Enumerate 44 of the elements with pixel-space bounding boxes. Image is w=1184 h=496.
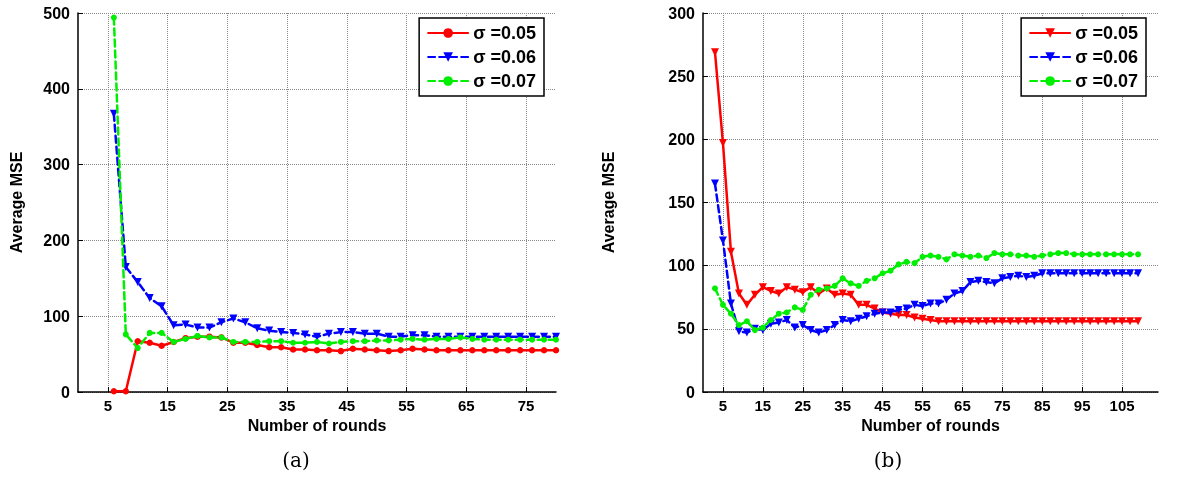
x-axis-title: Number of rounds xyxy=(861,417,1000,435)
x-tick-label: 105 xyxy=(1109,397,1135,414)
x-tick-label: 55 xyxy=(914,397,931,414)
legend-label: σ =0.07 xyxy=(1075,71,1138,91)
y-tick-label: 150 xyxy=(668,194,696,211)
x-tick-label: 65 xyxy=(954,397,971,414)
y-tick-label: 100 xyxy=(43,307,71,325)
y-tick-label: 400 xyxy=(43,80,71,98)
x-tick-label: 55 xyxy=(398,397,415,414)
legend-label: σ =0.05 xyxy=(473,23,536,43)
y-tick-label: 0 xyxy=(61,383,71,401)
x-tick-label: 5 xyxy=(103,397,113,414)
x-tick-label: 85 xyxy=(1033,397,1051,414)
x-tick-label: 35 xyxy=(834,397,852,414)
y-tick-label: 50 xyxy=(677,320,696,338)
x-tick-label: 95 xyxy=(1073,397,1091,414)
x-tick-label: 15 xyxy=(159,397,176,414)
text: (b) xyxy=(872,448,904,472)
x-tick-label: 35 xyxy=(278,397,296,414)
y-tick-label: 300 xyxy=(668,4,696,22)
y-tick-label: 100 xyxy=(668,257,696,275)
y-axis-title: Average MSE xyxy=(599,151,617,254)
legend-label: σ =0.06 xyxy=(473,47,536,67)
legend-label: σ =0.06 xyxy=(1075,47,1138,67)
x-tick-label: 45 xyxy=(338,397,356,414)
y-tick-label: 500 xyxy=(43,4,71,22)
y-axis-title: Average MSE xyxy=(7,151,25,254)
y-tick-label: 200 xyxy=(43,231,71,249)
x-tick-label: 25 xyxy=(219,397,236,414)
x-tick-label: 75 xyxy=(994,397,1011,414)
legend-label: σ =0.07 xyxy=(473,71,536,91)
legend-label: σ =0.05 xyxy=(1075,23,1138,43)
x-tick-label: 75 xyxy=(517,397,535,414)
text: (a) xyxy=(281,448,311,472)
y-tick-label: 300 xyxy=(43,156,71,174)
x-tick-label: 25 xyxy=(794,397,812,414)
y-tick-label: 0 xyxy=(686,383,696,401)
x-tick-label: 65 xyxy=(458,397,475,414)
x-tick-label: 45 xyxy=(874,397,891,414)
x-axis-title: Number of rounds xyxy=(247,417,387,435)
y-tick-label: 250 xyxy=(668,67,696,85)
x-tick-label: 5 xyxy=(718,397,728,414)
y-tick-label: 200 xyxy=(668,130,696,148)
x-tick-label: 15 xyxy=(754,397,772,414)
